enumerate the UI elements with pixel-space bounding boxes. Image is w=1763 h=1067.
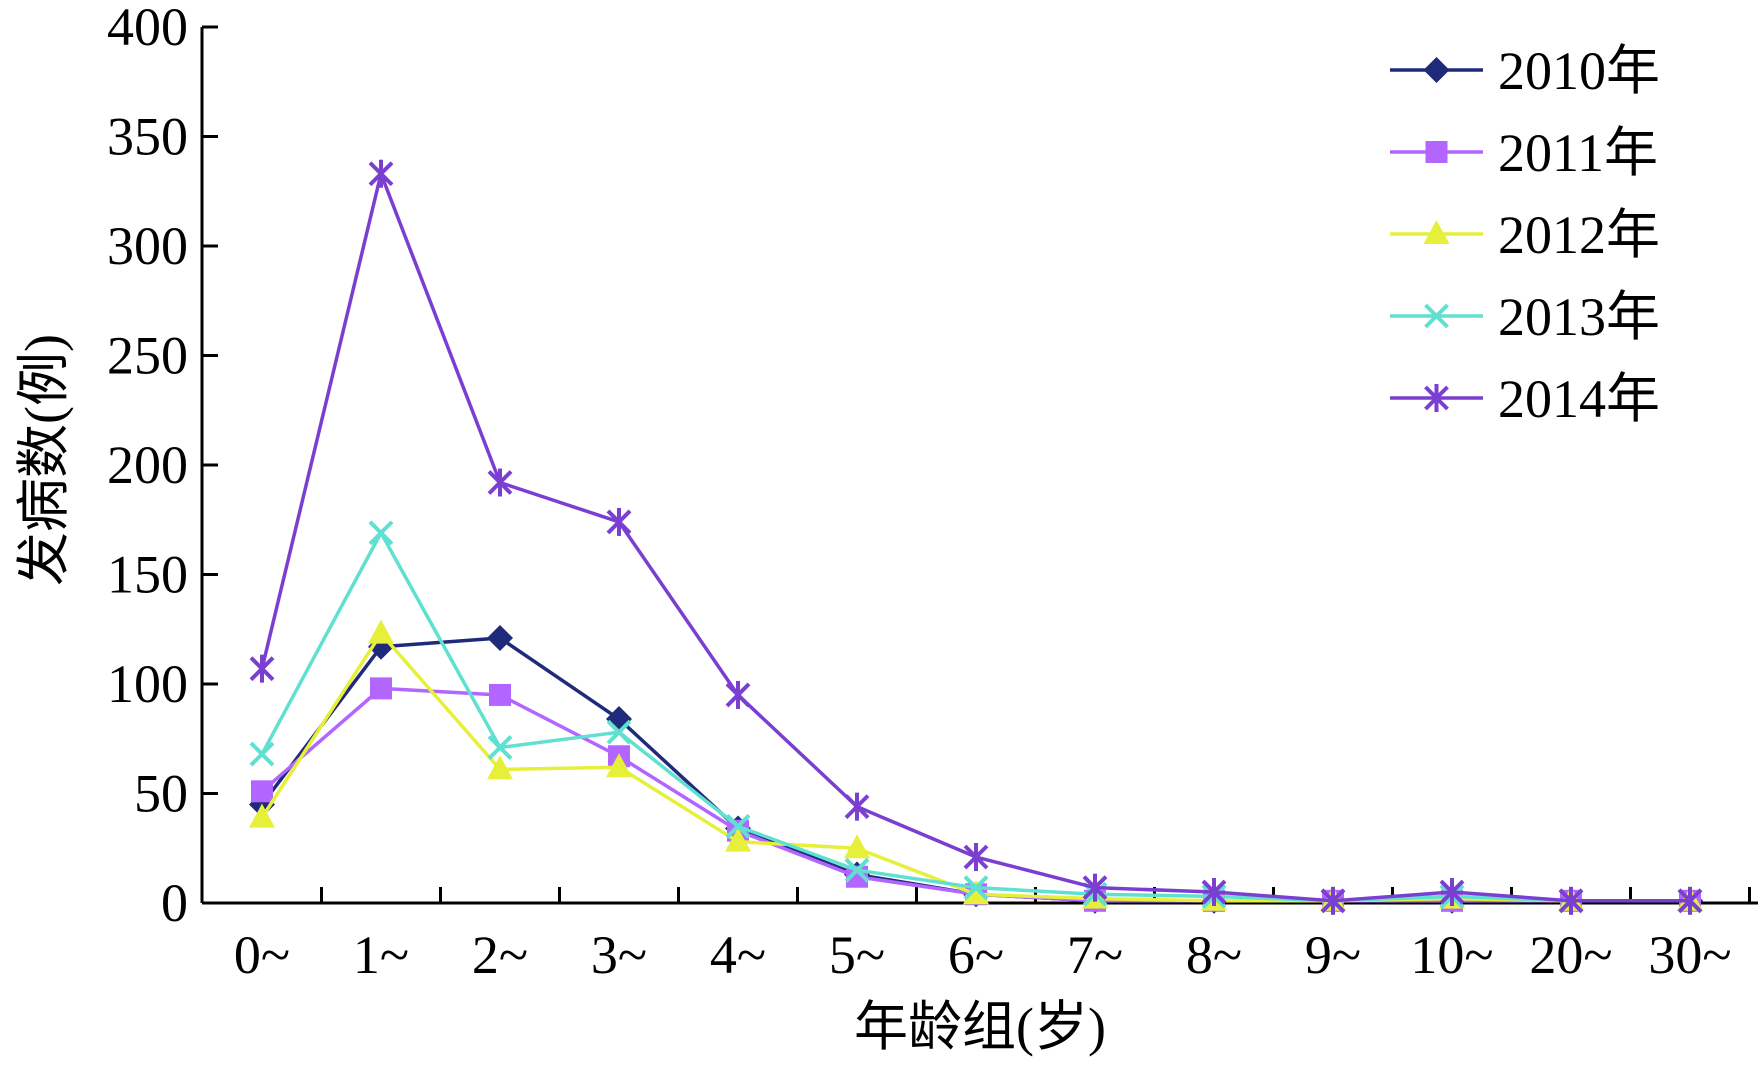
x-tick-label: 30~ [1648, 925, 1731, 985]
data-point-x [844, 857, 870, 883]
data-point-x [725, 813, 751, 839]
legend-label: 2013年 [1498, 287, 1660, 347]
legend-label: 2010年 [1498, 41, 1660, 101]
y-ticks: 0 50 100 150 200 250 300 350 400 [107, 0, 218, 933]
x-tick-label: 2~ [472, 925, 528, 985]
legend-item: 2010年 [1390, 41, 1660, 101]
data-point-asterisk [725, 680, 751, 709]
x-tick-label: 8~ [1186, 925, 1242, 985]
x-tick-label: 1~ [353, 925, 409, 985]
data-point-x [249, 741, 275, 767]
data-point-asterisk [1320, 886, 1346, 915]
y-tick-label: 100 [107, 654, 188, 714]
data-point-x [963, 875, 989, 901]
data-point-asterisk [1677, 886, 1703, 915]
x-axis-title: 年龄组(岁) [854, 997, 1106, 1057]
data-point-square [489, 683, 511, 706]
data-point-square [370, 677, 392, 700]
legend-item: 2013年 [1390, 287, 1660, 347]
x-tick-label: 0~ [234, 925, 290, 985]
x-tick-label: 5~ [829, 925, 885, 985]
series-layer [249, 159, 1703, 915]
data-point-square [1425, 141, 1448, 163]
data-point-x [606, 719, 632, 745]
data-point-asterisk [1082, 873, 1108, 902]
x-tick-label: 10~ [1410, 925, 1493, 985]
data-point-asterisk [1201, 878, 1227, 907]
series-line [260, 171, 1690, 903]
data-point-triangle [487, 755, 513, 780]
y-tick-label: 400 [107, 0, 188, 57]
legend-label: 2014年 [1498, 369, 1660, 429]
legend-label: 2011年 [1498, 123, 1658, 183]
y-tick-label: 200 [107, 435, 188, 495]
y-tick-label: 0 [161, 873, 188, 933]
data-point-x [368, 520, 394, 546]
data-point-diamond [1423, 57, 1450, 83]
y-tick-label: 50 [134, 764, 188, 824]
data-point-triangle [963, 880, 989, 905]
data-point-triangle [249, 803, 275, 828]
x-tick-label: 9~ [1305, 925, 1361, 985]
data-point-square [251, 780, 273, 803]
x-tick-label: 3~ [591, 925, 647, 985]
data-point-asterisk [487, 468, 513, 497]
data-point-asterisk [1558, 886, 1584, 915]
data-point-asterisk [844, 792, 870, 821]
x-tick-label: 20~ [1529, 925, 1612, 985]
legend-item: 2011年 [1390, 123, 1658, 183]
data-point-asterisk [1439, 878, 1465, 907]
data-point-asterisk [368, 159, 394, 188]
data-point-triangle [844, 834, 870, 859]
series-asterisk [249, 159, 1703, 915]
y-tick-label: 150 [107, 545, 188, 605]
data-point-triangle [1423, 220, 1450, 244]
data-point-x [1424, 303, 1449, 329]
legend-label: 2012年 [1498, 205, 1660, 265]
y-tick-label: 250 [107, 326, 188, 386]
data-point-asterisk [1424, 384, 1449, 412]
legend-item: 2014年 [1390, 369, 1660, 429]
data-point-triangle [368, 619, 394, 644]
legend: 2010年 2011年 2012年 2013年 2014年 [1390, 41, 1660, 429]
x-tick-label: 4~ [710, 925, 766, 985]
data-point-triangle [725, 827, 751, 852]
y-tick-label: 300 [107, 216, 188, 276]
data-point-asterisk [606, 507, 632, 536]
series-square [251, 677, 1701, 912]
data-point-asterisk [249, 654, 275, 683]
y-axis-title: 发病数(例) [14, 334, 74, 586]
y-tick-label: 350 [107, 107, 188, 167]
x-tick-label: 7~ [1067, 925, 1123, 985]
x-tick-label: 6~ [948, 925, 1004, 985]
data-point-asterisk [963, 843, 989, 872]
data-point-diamond [487, 625, 513, 652]
legend-item: 2012年 [1390, 205, 1660, 265]
data-point-triangle [606, 753, 632, 778]
data-point-x [487, 735, 513, 760]
x-ticks: 0~ 1~ 2~ 3~ 4~ 5~ 6~ 7~ 8~ 9~ 10~ 20~ 30~ [234, 887, 1751, 985]
